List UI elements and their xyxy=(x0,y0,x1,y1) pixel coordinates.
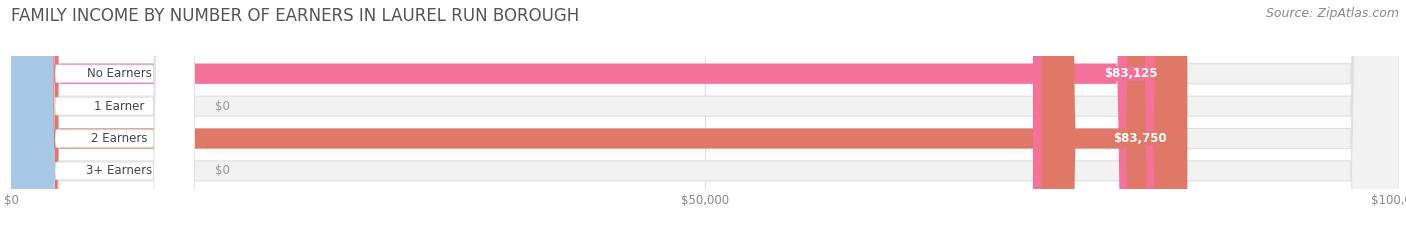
Text: $0: $0 xyxy=(215,100,231,113)
Text: 3+ Earners: 3+ Earners xyxy=(86,164,153,177)
FancyBboxPatch shape xyxy=(3,0,56,233)
FancyBboxPatch shape xyxy=(1033,0,1178,233)
FancyBboxPatch shape xyxy=(14,0,194,233)
Text: 1 Earner: 1 Earner xyxy=(94,100,145,113)
FancyBboxPatch shape xyxy=(14,0,194,233)
FancyBboxPatch shape xyxy=(1042,0,1187,233)
FancyBboxPatch shape xyxy=(3,0,56,233)
FancyBboxPatch shape xyxy=(11,0,1399,233)
Text: Source: ZipAtlas.com: Source: ZipAtlas.com xyxy=(1265,7,1399,20)
Text: No Earners: No Earners xyxy=(87,67,152,80)
FancyBboxPatch shape xyxy=(11,0,1164,233)
Text: $0: $0 xyxy=(215,164,231,177)
FancyBboxPatch shape xyxy=(3,0,56,233)
FancyBboxPatch shape xyxy=(3,0,56,233)
Text: 2 Earners: 2 Earners xyxy=(91,132,148,145)
FancyBboxPatch shape xyxy=(11,0,1399,233)
FancyBboxPatch shape xyxy=(11,0,1174,233)
Text: $83,750: $83,750 xyxy=(1114,132,1167,145)
FancyBboxPatch shape xyxy=(14,0,194,233)
Text: FAMILY INCOME BY NUMBER OF EARNERS IN LAUREL RUN BOROUGH: FAMILY INCOME BY NUMBER OF EARNERS IN LA… xyxy=(11,7,579,25)
FancyBboxPatch shape xyxy=(11,0,1399,233)
FancyBboxPatch shape xyxy=(14,0,194,233)
FancyBboxPatch shape xyxy=(11,0,1399,233)
Text: $83,125: $83,125 xyxy=(1104,67,1159,80)
